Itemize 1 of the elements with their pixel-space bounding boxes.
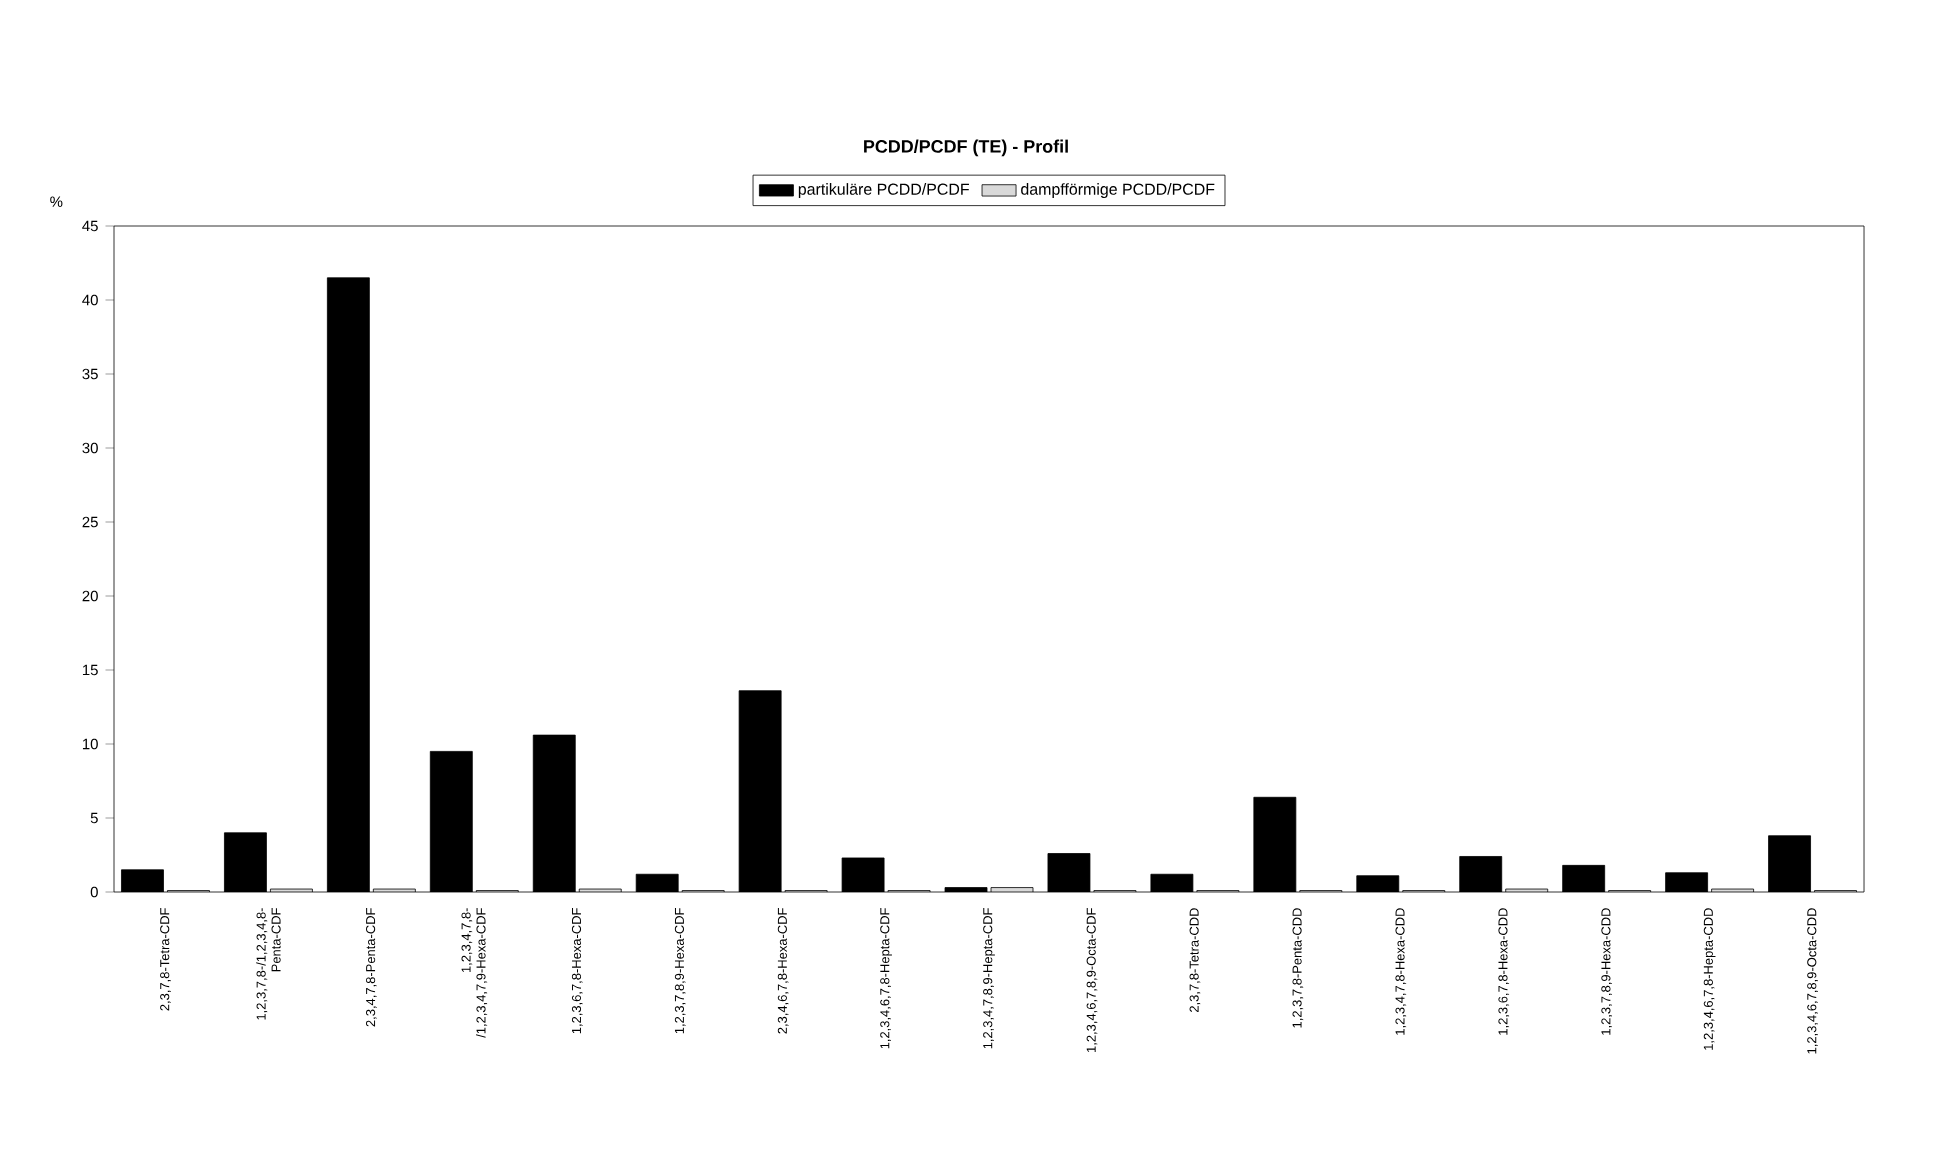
chart-title: PCDD/PCDF (TE) - Profil	[864, 139, 1068, 157]
